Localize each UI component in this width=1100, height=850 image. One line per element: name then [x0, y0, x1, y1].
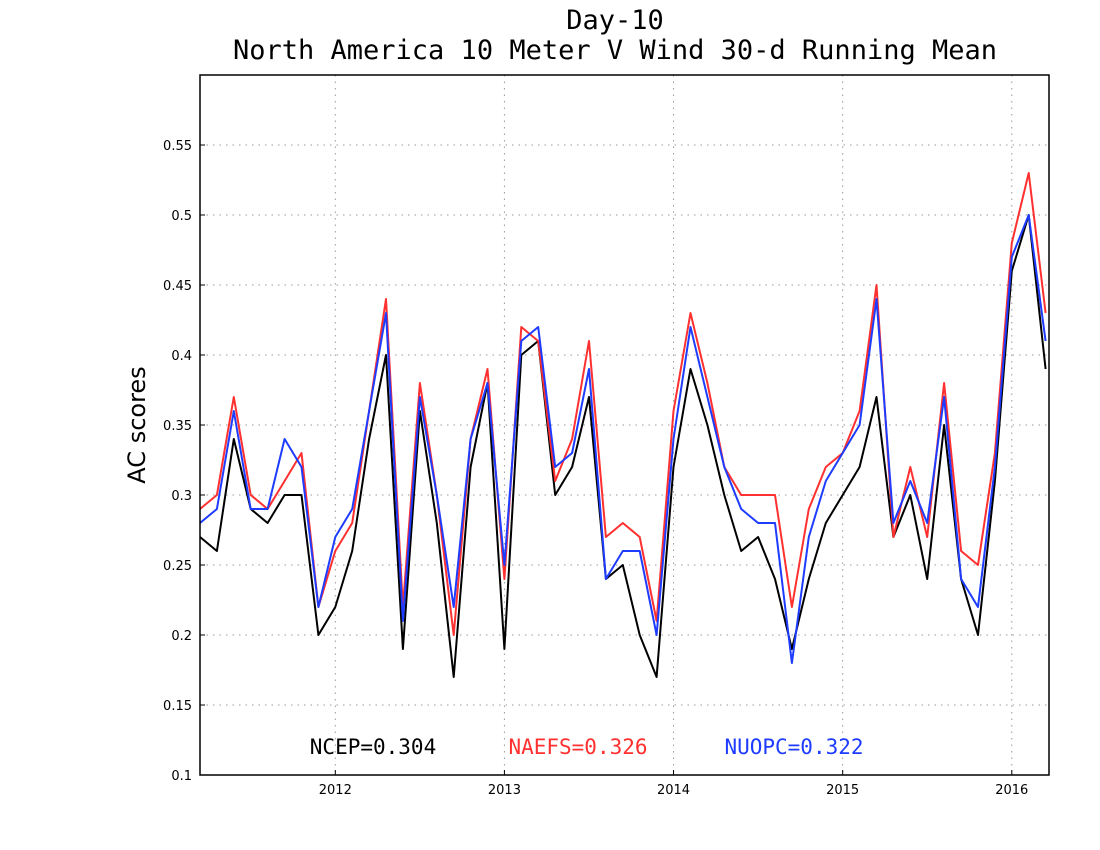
x-tick-label: 2015 — [826, 783, 859, 798]
x-tick-label: 2014 — [657, 783, 690, 798]
x-tick-label: 2013 — [488, 783, 521, 798]
y-tick-label: 0.25 — [163, 559, 192, 574]
y-tick-label: 0.35 — [163, 419, 192, 434]
series-layer — [199, 172, 1047, 678]
chart-title: Day-10 — [566, 5, 664, 36]
y-tick-label: 0.3 — [171, 489, 192, 504]
y-tick-label: 0.2 — [171, 629, 192, 644]
x-tick-label: 2012 — [319, 783, 352, 798]
y-tick-label: 0.45 — [163, 279, 192, 294]
legend-entry: NAEFS=0.326 — [508, 735, 647, 759]
y-tick-label: 0.15 — [163, 699, 192, 714]
legend: NCEP=0.304 NAEFS=0.326 NUOPC=0.322 — [310, 735, 864, 759]
chart-subtitle: North America 10 Meter V Wind 30-d Runni… — [233, 35, 997, 66]
series-line-ncep — [199, 214, 1047, 678]
legend-entry: NCEP=0.304 — [310, 735, 436, 759]
y-tick-label: 0.4 — [171, 349, 192, 364]
tick-layer: 0.1 0.15 0.2 0.25 0.3 0.35 0.4 0.45 0.5 0.55 2012 2… — [163, 139, 1028, 798]
grid-layer — [200, 75, 1049, 775]
y-axis-label: AC scores — [123, 366, 151, 483]
series-line-naefs — [199, 172, 1047, 636]
series-line-nuopc — [199, 214, 1047, 664]
y-tick-label: 0.1 — [171, 769, 192, 784]
legend-entry: NUOPC=0.322 — [724, 735, 863, 759]
x-tick-label: 2016 — [995, 783, 1028, 798]
y-tick-label: 0.55 — [163, 139, 192, 154]
y-tick-label: 0.5 — [171, 209, 192, 224]
